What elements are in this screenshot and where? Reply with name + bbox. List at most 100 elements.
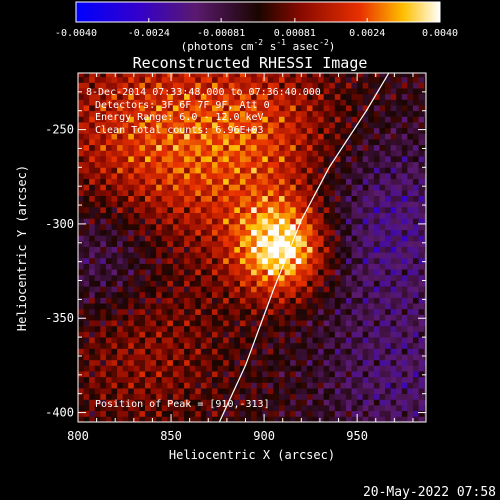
heatmap-cell xyxy=(318,342,325,349)
heatmap-cell xyxy=(345,376,352,383)
heatmap-cell xyxy=(345,212,352,219)
heatmap-cell xyxy=(340,269,347,276)
heatmap-cell xyxy=(306,184,313,191)
heatmap-cell xyxy=(345,371,352,378)
heatmap-cell xyxy=(239,393,246,400)
heatmap-cell xyxy=(128,354,135,361)
heatmap-cell xyxy=(100,206,107,213)
heatmap-cell xyxy=(278,320,285,327)
heatmap-cell xyxy=(245,172,252,180)
heatmap-cell xyxy=(345,223,352,230)
heatmap-cell xyxy=(256,240,263,247)
heatmap-cell xyxy=(128,342,135,349)
heatmap-cell xyxy=(223,223,230,230)
heatmap-cell xyxy=(373,291,380,298)
heatmap-cell xyxy=(195,218,202,225)
heatmap-cell xyxy=(251,314,258,321)
heatmap-cell xyxy=(407,325,414,332)
heatmap-cell xyxy=(267,184,274,191)
heatmap-cell xyxy=(329,76,336,83)
heatmap-cell xyxy=(396,229,403,236)
heatmap-cell xyxy=(117,93,124,100)
heatmap-cell xyxy=(189,280,196,287)
heatmap-cell xyxy=(144,274,151,281)
heatmap-cell xyxy=(306,371,313,378)
heatmap-cell xyxy=(267,246,274,253)
heatmap-cell xyxy=(161,195,168,202)
heatmap-cell xyxy=(357,212,364,219)
heatmap-cell xyxy=(122,337,129,344)
heatmap-cell xyxy=(390,297,397,304)
heatmap-cell xyxy=(278,218,285,225)
heatmap-cell xyxy=(334,337,341,344)
heatmap-cell xyxy=(351,195,358,202)
heatmap-cell xyxy=(295,73,302,78)
heatmap-cell xyxy=(373,150,380,157)
heatmap-cell xyxy=(284,297,291,304)
heatmap-cell xyxy=(256,252,263,259)
heatmap-cell xyxy=(412,257,419,264)
heatmap-cell xyxy=(245,331,252,338)
heatmap-cell xyxy=(178,122,185,129)
heatmap-cell xyxy=(94,257,101,264)
heatmap-cell xyxy=(407,246,414,253)
heatmap-cell xyxy=(318,280,325,287)
heatmap-cell xyxy=(211,201,218,208)
heatmap-cell xyxy=(161,405,168,412)
heatmap-cell xyxy=(385,410,392,417)
heatmap-cell xyxy=(329,105,336,112)
heatmap-cell xyxy=(139,286,146,293)
heatmap-cell xyxy=(245,88,252,95)
heatmap-cell xyxy=(396,82,403,89)
heatmap-cell xyxy=(340,376,347,383)
heatmap-cell xyxy=(105,263,112,270)
heatmap-cell xyxy=(379,416,386,422)
heatmap-cell xyxy=(83,376,90,383)
heatmap-cell xyxy=(133,263,140,270)
heatmap-cell xyxy=(323,229,330,236)
heatmap-cell xyxy=(362,359,369,366)
heatmap-cell xyxy=(184,308,191,315)
heatmap-cell xyxy=(189,88,196,95)
heatmap-cell xyxy=(239,331,246,338)
heatmap-cell xyxy=(385,144,392,151)
heatmap-cell xyxy=(362,297,369,304)
heatmap-cell xyxy=(323,167,330,174)
heatmap-cell xyxy=(329,348,336,355)
heatmap-cell xyxy=(396,382,403,389)
heatmap-cell xyxy=(362,331,369,338)
heatmap-cell xyxy=(150,195,157,202)
heatmap-cell xyxy=(122,286,129,293)
heatmap-cell xyxy=(189,235,196,242)
heatmap-cell xyxy=(122,348,129,355)
heatmap-cell xyxy=(150,116,157,123)
heatmap-cell xyxy=(122,399,129,406)
heatmap-cell xyxy=(144,263,151,270)
heatmap-cell xyxy=(278,359,285,366)
heatmap-cell xyxy=(379,172,386,180)
heatmap-cell xyxy=(251,161,258,168)
heatmap-cell xyxy=(150,150,157,157)
heatmap-cell xyxy=(111,116,118,123)
heatmap-cell xyxy=(318,365,325,372)
heatmap-cell xyxy=(407,189,414,197)
heatmap-cell xyxy=(345,229,352,236)
heatmap-cell xyxy=(262,184,269,191)
heatmap-cell xyxy=(256,410,263,417)
heatmap-cell xyxy=(345,280,352,287)
heatmap-cell xyxy=(172,365,179,372)
heatmap-cell xyxy=(273,399,280,406)
heatmap-cell xyxy=(295,235,302,242)
heatmap-cell xyxy=(368,167,375,174)
heatmap-cell xyxy=(368,189,375,197)
heatmap-cell xyxy=(161,303,168,310)
heatmap-cell xyxy=(284,195,291,202)
heatmap-cell xyxy=(83,286,90,293)
heatmap-cell xyxy=(306,388,313,395)
heatmap-cell xyxy=(295,240,302,247)
heatmap-cell xyxy=(284,274,291,281)
heatmap-cell xyxy=(345,195,352,202)
heatmap-cell xyxy=(217,133,224,140)
heatmap-cell xyxy=(267,393,274,400)
heatmap-cell xyxy=(273,156,280,163)
